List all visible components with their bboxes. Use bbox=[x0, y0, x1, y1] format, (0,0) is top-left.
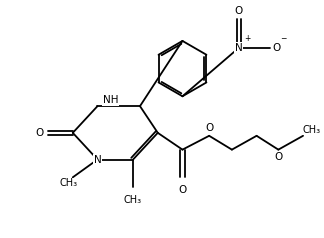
Text: O: O bbox=[272, 43, 281, 53]
Text: O: O bbox=[178, 185, 187, 195]
Text: CH₃: CH₃ bbox=[303, 125, 321, 135]
Text: N: N bbox=[235, 43, 243, 53]
Text: NH: NH bbox=[103, 95, 118, 105]
Text: −: − bbox=[280, 34, 287, 43]
Text: O: O bbox=[274, 152, 283, 162]
Text: O: O bbox=[235, 6, 243, 16]
Text: O: O bbox=[35, 128, 43, 138]
Text: CH₃: CH₃ bbox=[60, 178, 78, 188]
Text: CH₃: CH₃ bbox=[124, 195, 142, 205]
Text: +: + bbox=[244, 34, 250, 43]
Text: O: O bbox=[205, 123, 213, 133]
Text: N: N bbox=[94, 154, 101, 164]
